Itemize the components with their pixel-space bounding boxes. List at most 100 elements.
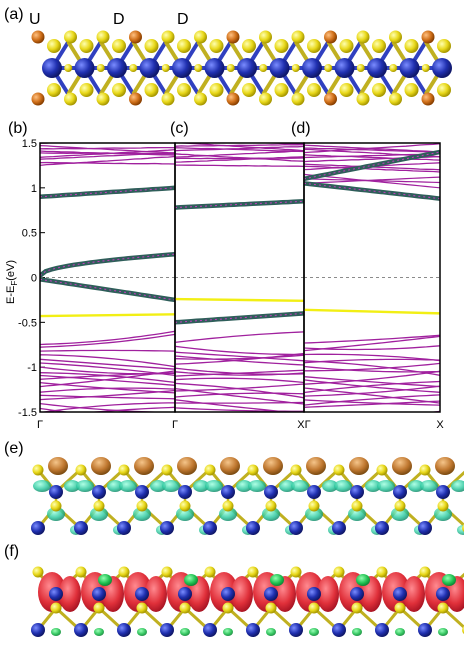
atom-yellow xyxy=(177,83,191,97)
atom-blue xyxy=(393,587,407,601)
atom-yellow xyxy=(308,500,320,512)
atom-blue xyxy=(375,521,389,535)
conduction-band xyxy=(175,150,304,158)
conduction-band xyxy=(304,154,440,161)
density-lobe-teal xyxy=(408,480,424,492)
valence-band xyxy=(40,419,175,432)
atom-yellow xyxy=(32,464,44,476)
valence-band xyxy=(40,370,175,388)
atom-orange xyxy=(324,30,337,44)
atom-blue xyxy=(269,58,290,78)
atom-blue xyxy=(246,623,260,637)
valence-band xyxy=(40,452,175,457)
valence-band xyxy=(175,426,304,429)
band-panel-c xyxy=(175,143,304,454)
valence-band xyxy=(40,394,175,400)
atom-blue xyxy=(302,58,322,78)
atom-yellow xyxy=(333,566,345,578)
valence-band xyxy=(40,333,175,348)
density-lobe-teal xyxy=(377,480,395,492)
atom-blue xyxy=(92,587,106,601)
atom-yellow xyxy=(419,464,431,476)
density-lobe-green xyxy=(270,574,284,586)
atom-orange xyxy=(324,92,337,106)
conduction-band xyxy=(304,165,440,173)
density-lobe-red xyxy=(403,576,425,612)
density-lobe-orange xyxy=(134,457,154,475)
atom-blue xyxy=(203,623,217,637)
atom-yellow xyxy=(194,30,207,44)
valence-band xyxy=(175,437,304,450)
atom-yellow xyxy=(222,500,234,512)
valence-band xyxy=(40,389,175,401)
crystal-structure-top-view xyxy=(31,30,452,106)
atom-yellow xyxy=(79,83,94,97)
valence-band xyxy=(304,449,440,460)
conduction-band xyxy=(175,164,304,168)
density-lobe-teal xyxy=(322,480,338,492)
valence-band xyxy=(175,387,304,405)
atom-yellow xyxy=(118,464,130,476)
atom-yellow xyxy=(339,39,354,53)
atom-yellow xyxy=(259,30,272,44)
valence-band xyxy=(175,416,304,430)
atom-yellow xyxy=(333,464,345,476)
valence-band xyxy=(40,424,175,430)
density-lobe-red xyxy=(231,576,253,612)
valence-band xyxy=(175,440,304,444)
valence-band xyxy=(304,448,440,453)
valence-band xyxy=(304,335,440,352)
valence-band xyxy=(304,380,440,394)
defect-band-b xyxy=(40,313,175,318)
atom-yellow-small xyxy=(421,64,430,72)
density-lobe-teal xyxy=(150,480,166,492)
atom-yellow xyxy=(75,464,87,476)
projected-band-lower xyxy=(40,277,175,303)
valence-band xyxy=(175,407,304,412)
valence-band xyxy=(40,358,175,370)
atom-blue xyxy=(418,623,432,637)
density-lobe-teal xyxy=(76,480,94,492)
atom-blue xyxy=(74,521,88,535)
spin-label-down-2: D xyxy=(177,11,189,28)
density-lobe-green xyxy=(98,574,112,586)
atom-blue xyxy=(42,58,62,78)
valence-band xyxy=(175,452,304,454)
atom-yellow-small xyxy=(226,64,235,72)
atom-blue xyxy=(117,521,131,535)
atom-blue xyxy=(117,623,131,637)
panel-label-d: (d) xyxy=(291,120,311,137)
valence-band xyxy=(175,371,304,376)
atom-yellow xyxy=(356,30,370,44)
valence-band xyxy=(40,418,175,421)
spin-label-down-1: D xyxy=(113,11,125,28)
atom-blue xyxy=(350,587,364,601)
valence-band xyxy=(175,355,304,366)
atom-blue xyxy=(264,587,278,601)
valence-band xyxy=(304,433,440,436)
atom-yellow xyxy=(351,602,363,614)
conduction-band xyxy=(175,157,304,160)
atom-yellow xyxy=(389,92,402,106)
density-lobe-teal xyxy=(451,480,464,492)
density-lobe-green xyxy=(352,628,362,636)
density-lobe-teal xyxy=(119,480,137,492)
density-lobe-orange xyxy=(392,457,412,475)
band-structure-plot xyxy=(39,142,441,460)
conduction-band xyxy=(175,143,304,147)
defect-band-d xyxy=(304,308,440,315)
valence-band xyxy=(86,406,175,412)
valence-band xyxy=(40,424,175,428)
valence-band xyxy=(40,402,175,412)
atom-yellow xyxy=(274,39,289,53)
atom-yellow xyxy=(394,602,406,614)
valence-band xyxy=(304,365,440,373)
atom-yellow xyxy=(75,566,87,578)
valence-band xyxy=(304,400,440,408)
conduction-band xyxy=(304,176,440,184)
valence-band xyxy=(175,352,304,365)
valence-band xyxy=(304,353,440,362)
conduction-band xyxy=(40,161,175,165)
atom-yellow xyxy=(308,602,320,614)
atom-blue xyxy=(31,623,45,637)
